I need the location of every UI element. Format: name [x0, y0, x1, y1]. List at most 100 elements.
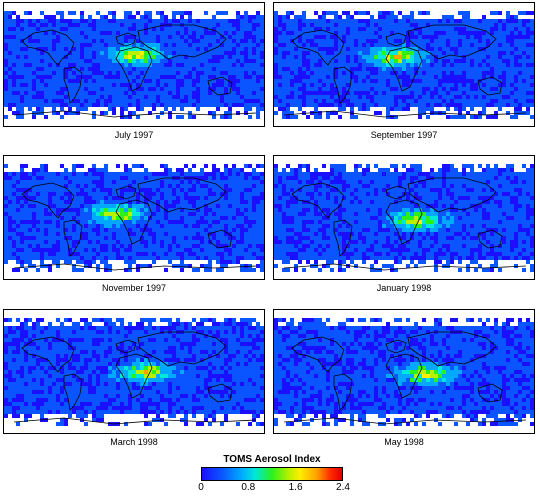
aerosol-cell: [256, 236, 260, 240]
aerosol-cell: [12, 244, 16, 248]
aerosol-cell: [128, 111, 132, 115]
aerosol-cell: [132, 196, 136, 200]
aerosol-cell: [386, 172, 390, 176]
aerosol-cell: [236, 232, 240, 236]
aerosol-cell: [180, 240, 184, 244]
aerosol-cell: [128, 208, 132, 212]
aerosol-cell: [526, 51, 530, 55]
aerosol-cell: [204, 59, 208, 63]
aerosol-cell: [180, 232, 184, 236]
aerosol-cell: [244, 47, 248, 51]
aerosol-cell: [244, 220, 248, 224]
aerosol-cell: [310, 75, 314, 79]
aerosol-cell: [40, 31, 44, 35]
aerosol-cell: [80, 95, 84, 99]
aerosol-cell: [4, 99, 8, 103]
aerosol-cell: [112, 63, 116, 67]
aerosol-cell: [64, 212, 68, 216]
aerosol-cell: [390, 27, 394, 31]
aerosol-cell: [374, 19, 378, 23]
aerosol-cell: [72, 196, 76, 200]
aerosol-cell: [338, 55, 342, 59]
aerosol-cell: [486, 55, 490, 59]
aerosol-cell: [502, 55, 506, 59]
aerosol-cell: [80, 91, 84, 95]
aerosol-cell: [386, 99, 390, 103]
aerosol-cell: [334, 111, 338, 115]
aerosol-cell: [470, 59, 474, 63]
aerosol-cell: [306, 87, 310, 91]
aerosol-cell: [200, 208, 204, 212]
aerosol-cell: [160, 192, 164, 196]
aerosol-cell: [224, 79, 228, 83]
aerosol-cell: [314, 103, 318, 107]
aerosol-cell: [306, 172, 310, 176]
aerosol-cell: [124, 39, 128, 43]
aerosol-cell: [132, 95, 136, 99]
aerosol-cell: [132, 204, 136, 208]
aerosol-cell: [264, 35, 265, 39]
aerosol-cell: [128, 204, 132, 208]
aerosol-cell: [44, 256, 48, 260]
aerosol-cell: [92, 31, 96, 35]
aerosol-cell: [144, 91, 148, 95]
aerosol-cell: [20, 55, 24, 59]
aerosol-cell: [76, 23, 80, 27]
aerosol-cell: [248, 35, 252, 39]
aerosol-cell: [228, 236, 232, 240]
aerosol-cell: [52, 184, 56, 188]
aerosol-cell: [104, 67, 108, 71]
aerosol-cell: [366, 51, 370, 55]
aerosol-cell: [152, 51, 156, 55]
aerosol-cell: [224, 232, 228, 236]
aerosol-cell: [298, 39, 302, 43]
aerosol-cell: [482, 79, 486, 83]
aerosol-cell: [318, 172, 322, 176]
aerosol-cell: [96, 184, 100, 188]
aerosol-cell: [40, 236, 44, 240]
aerosol-cell: [124, 71, 128, 75]
aerosol-cell: [172, 228, 176, 232]
aerosol-cell: [188, 103, 192, 107]
aerosol-cell: [32, 39, 36, 43]
aerosol-cell: [486, 75, 490, 79]
aerosol-cell: [48, 31, 52, 35]
aerosol-cell: [184, 236, 188, 240]
aerosol-cell: [184, 27, 188, 31]
aerosol-cell: [534, 79, 535, 83]
aerosol-cell: [502, 63, 506, 67]
aerosol-cell: [12, 236, 16, 240]
aerosol-cell: [514, 103, 518, 107]
aerosol-cell: [228, 83, 232, 87]
aerosol-cell: [180, 224, 184, 228]
aerosol-cell: [490, 55, 494, 59]
aerosol-cell: [490, 172, 494, 176]
aerosol-cell: [168, 71, 172, 75]
aerosol-cell: [282, 63, 286, 67]
aerosol-cell: [260, 264, 264, 268]
aerosol-cell: [462, 35, 466, 39]
aerosol-cell: [502, 87, 506, 91]
aerosol-cell: [64, 91, 68, 95]
aerosol-cell: [386, 47, 390, 51]
aerosol-cell: [506, 172, 510, 176]
aerosol-cell: [260, 176, 264, 180]
aerosol-cell: [474, 99, 478, 103]
aerosol-cell: [188, 39, 192, 43]
map-caption: November 1997: [101, 283, 167, 293]
aerosol-cell: [112, 204, 116, 208]
aerosol-cell: [180, 192, 184, 196]
aerosol-cell: [144, 35, 148, 39]
aerosol-cell: [180, 39, 184, 43]
aerosol-cell: [104, 55, 108, 59]
aerosol-cell: [244, 39, 248, 43]
aerosol-cell: [152, 192, 156, 196]
aerosol-cell: [48, 47, 52, 51]
aerosol-cell: [64, 39, 68, 43]
aerosol-cell: [84, 228, 88, 232]
aerosol-cell: [310, 55, 314, 59]
aerosol-cell: [386, 27, 390, 31]
aerosol-cell: [220, 172, 224, 176]
aerosol-cell: [366, 83, 370, 87]
aerosol-cell: [148, 59, 152, 63]
